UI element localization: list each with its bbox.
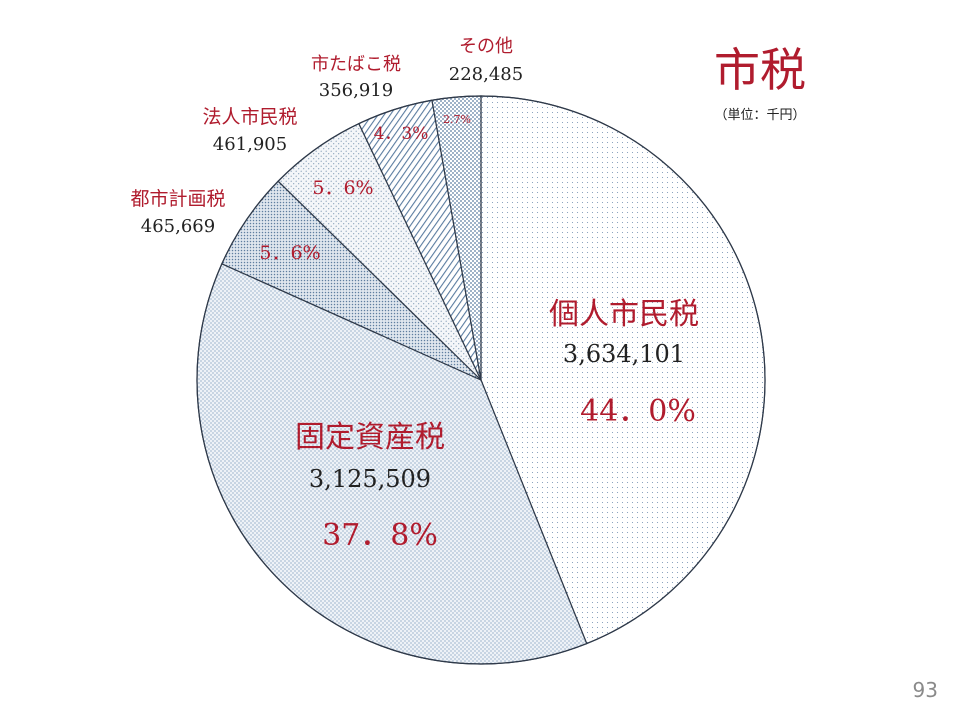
slice-value-3: 465,669	[141, 216, 215, 237]
slice-value-5: 356,919	[319, 80, 393, 101]
pie-outline	[196, 95, 766, 665]
unit-note: （単位：千円）	[714, 107, 805, 123]
slice-label-6: その他	[459, 36, 513, 57]
slice-label-2: 固定資産税	[295, 420, 445, 455]
slice-percent-3: 5．6%	[259, 242, 320, 264]
pie-slices	[196, 95, 766, 665]
slice-label-5: 市たばこ税	[311, 54, 401, 75]
slice-value-6: 228,485	[449, 64, 523, 85]
slice-percent-4: 5．6%	[312, 177, 373, 199]
pie-labels: 個人市民税 3,634,101 44．0% 固定資産税 3,125,509 37．8% 都市…	[130, 36, 699, 553]
slice-label-1: 個人市民税	[549, 297, 699, 332]
slice-percent-1: 44．0%	[580, 394, 696, 429]
slice-percent-6: 2.7%	[443, 113, 471, 126]
page-number: 93	[912, 678, 938, 702]
slice-percent-5: 4．3%	[374, 124, 429, 144]
slice-value-2: 3,125,509	[309, 465, 431, 493]
slice-percent-2: 37．8%	[322, 518, 438, 553]
chart-title: 市税	[714, 43, 806, 97]
slice-label-4: 法人市民税	[202, 106, 297, 128]
slice-value-4: 461,905	[213, 134, 287, 155]
slice-label-3: 都市計画税	[130, 188, 225, 210]
slice-value-1: 3,634,101	[563, 340, 685, 368]
